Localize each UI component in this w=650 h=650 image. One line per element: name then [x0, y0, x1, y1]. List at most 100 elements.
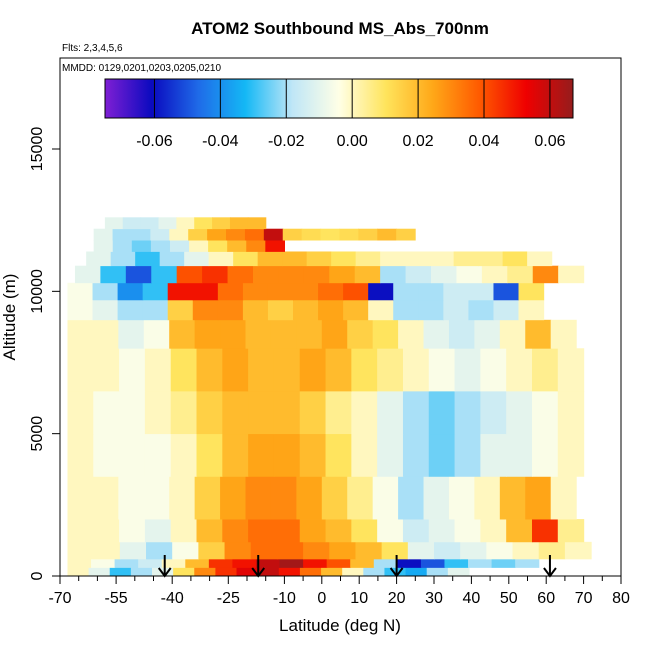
heatmap-cell-r14-c0: [93, 228, 114, 241]
heatmap-cell-r12-c4: [184, 251, 210, 267]
heatmap-cell-r1-c14: [397, 558, 422, 568]
heatmap-cell-r2-c1: [93, 541, 121, 560]
heatmap-cell-r1-c6: [208, 558, 234, 568]
x-tick-label-10: 50: [500, 590, 518, 607]
heatmap-cell-r4-c4: [169, 476, 196, 520]
heatmap-cell-r9-c13: [393, 299, 419, 321]
heatmap-cells: [67, 217, 592, 577]
heatmap-cell-r11-c19: [558, 265, 585, 284]
heatmap-cell-r11-c13: [405, 265, 432, 284]
heatmap-cell-r4-c3: [143, 476, 170, 520]
heatmap-cell-r8-c9: [296, 319, 323, 349]
heatmap-cell-r2-c12: [381, 541, 409, 560]
heatmap-cell-r10-c14: [418, 282, 444, 301]
heatmap-cell-r14-c15: [377, 228, 397, 241]
heatmap-cell-r8-c10: [321, 319, 348, 349]
heatmap-cell-r8-c15: [448, 319, 475, 349]
heatmap-cell-r14-c5: [188, 228, 208, 241]
heatmap-cell-r0-c12: [321, 567, 343, 577]
heatmap-cell-r12-c9: [306, 251, 332, 267]
x-tick-label-0: -70: [48, 590, 71, 607]
heatmap-cell-r8-c3: [143, 319, 170, 349]
heatmap-cell-r14-c8: [244, 228, 265, 241]
heatmap-cell-r4-c8: [270, 476, 297, 520]
heatmap-cell-r5-c10: [325, 433, 352, 477]
x-tick-label-13: 80: [612, 590, 630, 607]
heatmap-cell-r14-c11: [301, 228, 322, 241]
heatmap-cell-r10-c1: [92, 282, 119, 301]
heatmap-cell-r11-c6: [227, 265, 254, 284]
heatmap-cell-r13-c6: [208, 240, 228, 252]
heatmap-cell-r14-c6: [207, 228, 227, 241]
heatmap-cell-r9-c2: [117, 299, 144, 321]
heatmap-cell-r7-c8: [273, 348, 301, 392]
heatmap-cell-r7-c10: [325, 348, 352, 392]
heatmap-cell-r6-c14: [428, 390, 456, 435]
x-tick-label-12: 70: [575, 590, 593, 607]
heatmap-cell-r9-c15: [443, 299, 470, 321]
heatmap-cell-r4-c15: [448, 476, 475, 520]
heatmap-cell-r1-c15: [420, 558, 446, 568]
heatmap-cell-r12-c13: [404, 251, 430, 267]
heatmap-cell-r3-c16: [480, 519, 507, 543]
x-tick-label-11: 60: [537, 590, 555, 607]
heatmap-cell-r6-c12: [377, 390, 404, 435]
heatmap-cell-r1-c13: [373, 558, 398, 568]
heatmap-cell-r10-c16: [468, 282, 495, 301]
heatmap-cell-r12-c17: [502, 251, 528, 267]
heatmap-cell-r10-c6: [217, 282, 244, 301]
heatmap-cell-r2-c2: [119, 541, 147, 560]
heatmap-cell-r8-c0: [67, 319, 94, 349]
heatmap-cell-r2-c16: [486, 541, 514, 560]
heatmap-cell-r4-c16: [474, 476, 501, 520]
heatmap-cell-r15-c4: [176, 217, 195, 230]
heatmap-cell-r7-c19: [557, 348, 585, 392]
heatmap-cell-r10-c10: [318, 282, 344, 301]
x-tick-label-3: -25: [217, 590, 240, 607]
heatmap-cell-r9-c0: [67, 299, 94, 321]
heatmap-cell-r1-c3: [138, 558, 163, 568]
x-tick-label-9: 40: [463, 590, 481, 607]
heatmap-cell-r2-c8: [276, 541, 304, 560]
heatmap-cell-r8-c18: [525, 319, 552, 349]
heatmap-cell-r7-c16: [480, 348, 507, 392]
heatmap-cell-r9-c8: [267, 299, 294, 321]
heatmap-cell-r9-c9: [293, 299, 319, 321]
heatmap-cell-r3-c19: [557, 519, 585, 543]
heatmap-cell-r10-c15: [443, 282, 470, 301]
heatmap-cell-r12-c6: [233, 251, 259, 267]
heatmap-cell-r12-c8: [282, 251, 308, 267]
heatmap-cell-r5-c19: [557, 433, 585, 477]
heatmap-cell-r15-c0: [104, 217, 124, 230]
heatmap-cell-r11-c2: [125, 265, 152, 284]
heatmap-cell-r6-c11: [351, 390, 378, 435]
heatmap-cell-r0-c0: [67, 567, 90, 577]
heatmap-cell-r7-c2: [119, 348, 146, 392]
heatmap-cell-r2-c13: [407, 541, 435, 560]
heatmap-cell-r2-c9: [303, 541, 330, 560]
heatmap-cell-r7-c6: [222, 348, 249, 392]
y-axis-label: Altitude (m): [0, 274, 19, 361]
heatmap-cell-r4-c17: [499, 476, 526, 520]
heatmap-cell-r0-c2: [109, 567, 132, 577]
heatmap-cell-r12-c3: [159, 251, 185, 267]
heatmap-cell-r7-c1: [93, 348, 120, 392]
heatmap-cell-r1-c7: [232, 558, 257, 568]
heatmap-cell-r6-c16: [480, 390, 507, 435]
heatmap-cell-r5-c14: [428, 433, 456, 477]
heatmap-cell-r9-c18: [518, 299, 545, 321]
heatmap-cell-r1-c19: [515, 558, 540, 568]
heatmap-cell-r0-c3: [130, 567, 153, 577]
colorbar-gradient: [105, 79, 573, 118]
heatmap-cell-r11-c5: [202, 265, 229, 284]
heatmap-cell-r4-c5: [194, 476, 221, 520]
heatmap-cell-r15-c5: [194, 217, 213, 230]
heatmap-cell-r5-c4: [170, 433, 198, 477]
x-tick-label-6: 10: [350, 590, 368, 607]
heatmap-cell-r5-c3: [144, 433, 172, 477]
heatmap-cell-r4-c10: [321, 476, 348, 520]
heatmap-cell-r11-c15: [456, 265, 483, 284]
heatmap-cell-r2-c15: [460, 541, 487, 560]
heatmap-cell-r3-c13: [402, 519, 430, 543]
